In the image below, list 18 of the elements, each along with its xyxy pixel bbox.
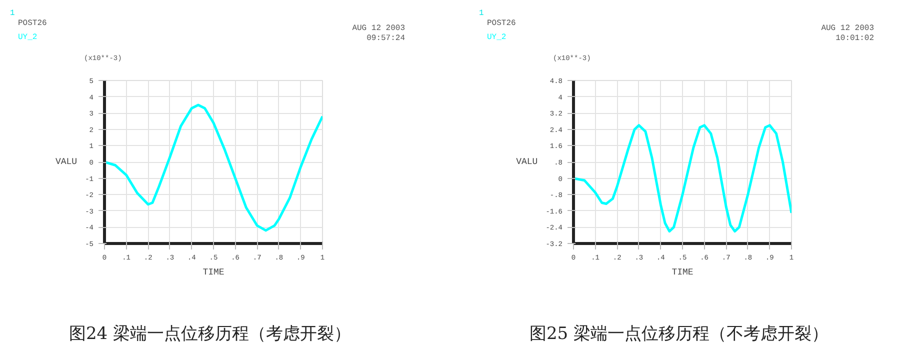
text: 1 xyxy=(479,9,484,18)
text: 1 xyxy=(10,9,15,18)
text: POST26 xyxy=(18,19,47,28)
y-axis-title: VALU xyxy=(516,157,538,167)
text: 图24 梁端一点位移历程（考虑开裂） xyxy=(68,324,352,344)
line-series xyxy=(574,124,792,233)
y-axis-title: VALU xyxy=(55,157,78,167)
x-axis-title: TIME xyxy=(672,268,694,278)
text: AUG 12 2003 xyxy=(821,24,874,33)
line-series xyxy=(104,104,322,232)
text: 09:57:24 xyxy=(366,34,405,43)
text: 10:01:02 xyxy=(836,34,874,43)
text: UY_2 xyxy=(18,33,38,42)
text: POST26 xyxy=(487,19,516,28)
text: UY_2 xyxy=(487,33,506,42)
x-axis-title: TIME xyxy=(202,268,224,278)
text: AUG 12 2003 xyxy=(352,24,405,33)
text: 图25 梁端一点位移历程（不考虑开裂） xyxy=(528,324,830,344)
